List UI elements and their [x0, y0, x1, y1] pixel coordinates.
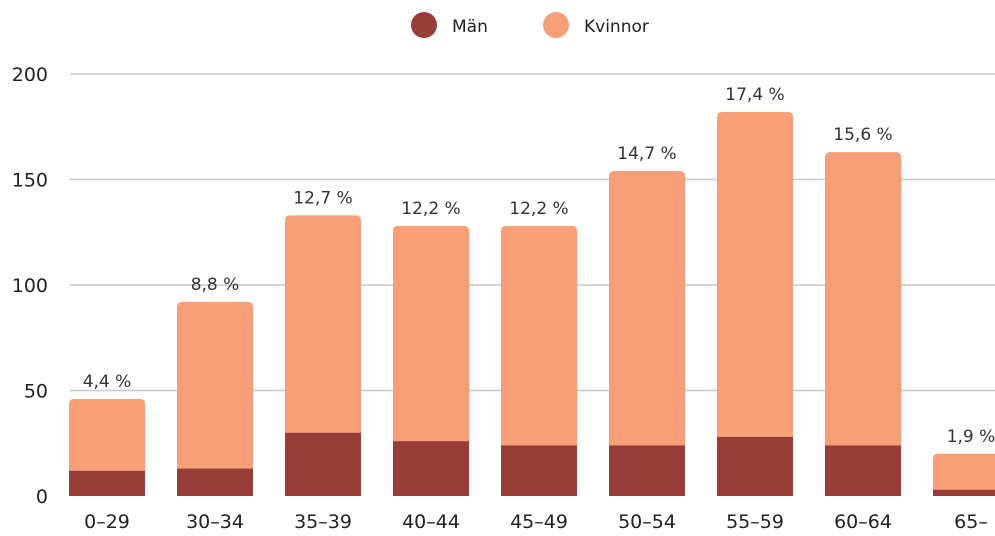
bar-man	[285, 432, 361, 496]
x-tick-label: 65–	[954, 511, 988, 533]
bar-kvinnor	[69, 398, 145, 471]
data-label: 12,2 %	[509, 199, 568, 219]
data-label: 14,7 %	[617, 144, 676, 164]
data-label: 1,9 %	[947, 427, 995, 447]
x-tick-label: 40–44	[402, 511, 460, 533]
x-tick-label: 50–54	[618, 511, 676, 533]
bar-kvinnor	[609, 171, 685, 446]
legend: Män Kvinnor	[411, 12, 649, 38]
bar-kvinnor	[393, 225, 469, 442]
y-tick-label: 100	[12, 275, 48, 297]
x-tick-label: 55–59	[726, 511, 784, 533]
bar-kvinnor	[825, 152, 901, 446]
x-tick-label: 30–34	[186, 511, 244, 533]
bar-man	[69, 470, 145, 496]
x-tick-label: 35–39	[294, 511, 352, 533]
y-tick-label: 200	[12, 64, 48, 86]
y-tick-label: 50	[24, 381, 48, 403]
bar-man	[609, 445, 685, 496]
data-label: 12,2 %	[401, 199, 460, 219]
data-label: 17,4 %	[725, 85, 784, 105]
x-tick-label: 60–64	[834, 511, 892, 533]
bar-kvinnor	[285, 215, 361, 433]
data-label: 8,8 %	[191, 275, 240, 295]
data-labels: 4,4 % 8,8 % 12,7 % 12,2 % 12,2 % 14,7 % 17,4 %…	[83, 85, 995, 447]
y-tick-label: 150	[12, 170, 48, 192]
bars	[69, 111, 995, 496]
data-label: 4,4 %	[83, 372, 132, 392]
bar-kvinnor	[501, 225, 577, 446]
bar-man	[825, 445, 901, 496]
bar-man	[393, 441, 469, 496]
x-axis: 0–29 30–34 35–39 40–44 45–49 50–54 55–59 60–64 6…	[84, 511, 988, 533]
data-label: 12,7 %	[293, 188, 352, 208]
bar-man	[177, 468, 253, 496]
bar-kvinnor	[717, 111, 793, 437]
bar-kvinnor	[933, 453, 995, 490]
bar-man	[933, 489, 995, 496]
legend-label-kvinnor: Kvinnor	[584, 17, 649, 37]
bar-man	[501, 445, 577, 496]
y-tick-label: 0	[36, 486, 48, 508]
x-tick-label: 0–29	[84, 511, 130, 533]
legend-swatch-kvinnor	[543, 12, 569, 38]
data-label: 15,6 %	[833, 125, 892, 145]
x-tick-label: 45–49	[510, 511, 568, 533]
legend-swatch-man	[411, 12, 437, 38]
bar-kvinnor	[177, 301, 253, 469]
legend-label-man: Män	[452, 17, 488, 37]
y-axis: 0 50 100 150 200	[12, 64, 48, 508]
bar-man	[717, 436, 793, 496]
